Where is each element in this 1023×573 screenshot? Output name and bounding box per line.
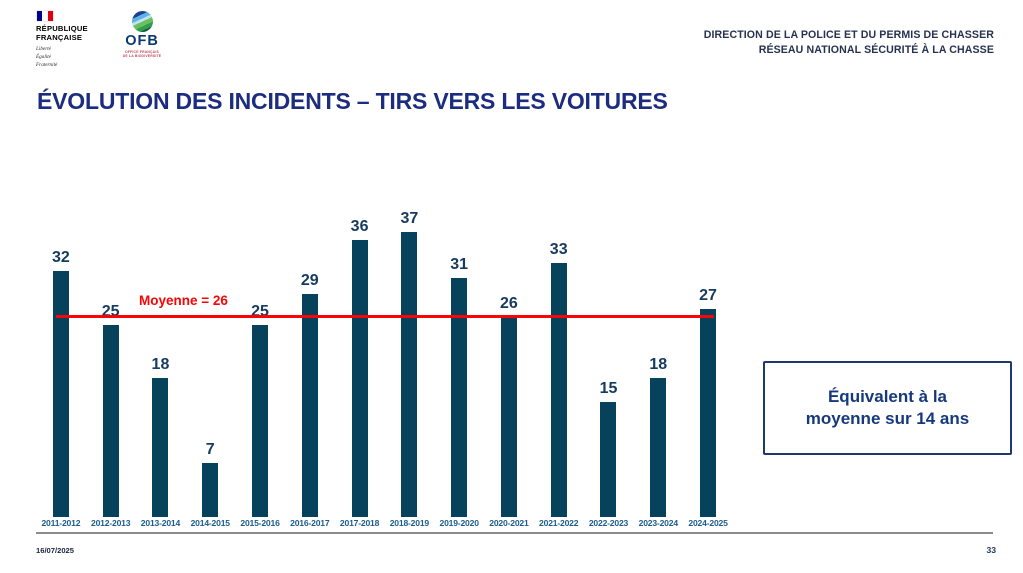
callout-box: Équivalent à la moyenne sur 14 ans — [763, 361, 1012, 455]
bar-column: 29 — [285, 210, 335, 517]
x-axis-label: 2015-2016 — [240, 518, 280, 528]
bar — [451, 278, 468, 517]
motto-line: Liberté — [36, 46, 51, 53]
bar-column: 37 — [384, 210, 434, 517]
page-number: 33 — [986, 545, 996, 555]
bar-column: 7 — [185, 210, 235, 517]
bar-column: 31 — [434, 210, 484, 517]
motto-line: Fraternité — [36, 62, 58, 69]
bar-column: 25 — [235, 210, 285, 517]
logo-block: RÉPUBLIQUE FRANÇAISE Liberté Égalité Fra… — [36, 11, 164, 69]
french-flag-icon — [37, 11, 53, 21]
ofb-logo: OFB OFFICE FRANÇAIS DE LA BIODIVERSITÉ — [120, 11, 164, 69]
department-header-line2: RÉSEAU NATIONAL SÉCURITÉ À LA CHASSE — [758, 44, 994, 57]
x-axis-label: 2022-2023 — [588, 518, 629, 528]
x-axis-label: 2021-2022 — [539, 518, 579, 528]
ofb-circle-icon — [131, 11, 153, 32]
bar-column: 18 — [136, 210, 186, 517]
bar — [500, 316, 517, 517]
bar-value-label: 18 — [151, 356, 170, 374]
ofb-subtitle: OFFICE FRANÇAIS DE LA BIODIVERSITÉ — [123, 50, 162, 59]
republique-name-line1: RÉPUBLIQUE — [36, 24, 88, 33]
bar — [550, 262, 567, 517]
bar — [351, 239, 368, 517]
slide-title: ÉVOLUTION DES INCIDENTS – TIRS VERS LES … — [37, 88, 668, 114]
ofb-subtitle-line2: DE LA BIODIVERSITÉ — [122, 53, 162, 58]
x-axis-label: 2012-2013 — [91, 518, 131, 528]
x-axis-label: 2016-2017 — [290, 518, 330, 528]
department-header-line1: DIRECTION DE LA POLICE ET DU PERMIS DE C… — [703, 29, 994, 41]
bar-value-label: 32 — [51, 248, 70, 266]
slide-date: 16/07/2025 — [36, 546, 75, 555]
bar-column: 32 — [36, 210, 86, 517]
x-axis-line — [36, 532, 993, 534]
bar-value-label: 7 — [205, 441, 215, 459]
bar-column: 15 — [584, 210, 634, 517]
callout-text: Équivalent à la moyenne sur 14 ans — [805, 386, 970, 428]
x-axis-label: 2019-2020 — [439, 518, 479, 528]
bar-value-label: 33 — [549, 240, 568, 258]
republique-name-line2: FRANÇAISE — [36, 33, 83, 43]
average-line — [56, 314, 714, 318]
x-axis-label: 2024-2025 — [688, 518, 728, 528]
bar-value-label: 37 — [400, 210, 419, 228]
bar-value-label: 18 — [649, 356, 668, 374]
bar — [600, 401, 617, 517]
department-header: DIRECTION DE LA POLICE ET DU PERMIS DE C… — [704, 28, 994, 58]
bar — [202, 463, 219, 517]
bar-value-label: 27 — [699, 287, 717, 305]
x-axis-label: 2018-2019 — [389, 518, 430, 528]
bar — [301, 293, 318, 517]
bar — [650, 378, 667, 517]
bar-value-label: 26 — [500, 294, 518, 312]
bar-value-label: 31 — [450, 256, 469, 274]
bar — [102, 324, 119, 517]
bar — [401, 232, 418, 517]
bar-value-label: 36 — [350, 217, 369, 235]
bar-column: 36 — [335, 210, 385, 517]
x-axis-label: 2020-2021 — [489, 518, 529, 528]
x-axis-label: 2014-2015 — [190, 518, 231, 528]
republique-motto: Liberté Égalité Fraternité — [36, 45, 98, 69]
bar — [152, 378, 169, 517]
bars-area: 32 25 18 7 25 29 36 37 31 26 33 15 18 27 — [36, 210, 733, 517]
x-axis-label: 2023-2024 — [638, 518, 679, 528]
republique-name: RÉPUBLIQUE FRANÇAISE — [36, 24, 98, 42]
bar-value-label: 29 — [300, 271, 319, 289]
bar — [252, 324, 269, 517]
bar-chart: 32 25 18 7 25 29 36 37 31 26 33 15 18 27 Moyenne = 26 — [36, 210, 733, 517]
bar-value-label: 15 — [599, 379, 618, 397]
bar-column: 26 — [484, 210, 534, 517]
republique-francaise-logo: RÉPUBLIQUE FRANÇAISE Liberté Égalité Fra… — [36, 11, 98, 69]
bar-column: 25 — [86, 210, 136, 517]
x-axis-label: 2013-2014 — [140, 518, 181, 528]
bar — [52, 270, 69, 517]
bar-column: 18 — [633, 210, 683, 517]
ofb-subtitle-line1: OFFICE FRANÇAIS — [125, 49, 159, 54]
x-axis-labels: 2011-2012 2012-2013 2013-2014 2014-2015 2015… — [36, 518, 733, 528]
x-axis-label: 2017-2018 — [339, 518, 380, 528]
ofb-acronym: OFB — [125, 33, 159, 49]
motto-line: Égalité — [36, 54, 51, 61]
average-line-label: Moyenne = 26 — [139, 292, 228, 308]
bar-column: 27 — [683, 210, 733, 517]
bar — [700, 309, 717, 517]
x-axis-label: 2011-2012 — [41, 518, 81, 528]
bar-column: 33 — [534, 210, 584, 517]
